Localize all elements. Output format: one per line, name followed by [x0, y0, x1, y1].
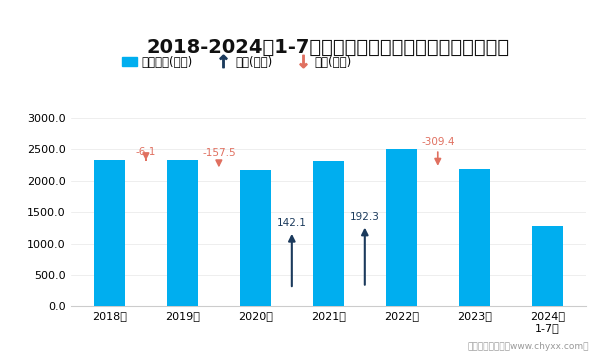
Text: -6.1: -6.1	[136, 147, 156, 158]
Bar	[459, 169, 490, 306]
Text: -309.4: -309.4	[421, 137, 454, 147]
Text: 142.1: 142.1	[277, 218, 307, 229]
Bar	[532, 226, 563, 306]
Bar	[167, 160, 198, 306]
Bar	[386, 149, 416, 306]
Text: 192.3: 192.3	[350, 212, 380, 222]
Title: 2018-2024年1-7月全国农副食品加工业出口货值统计图: 2018-2024年1-7月全国农副食品加工业出口货值统计图	[147, 38, 510, 56]
Legend: 出口货值(亿元), 增加(亿元), 减少(亿元): 出口货值(亿元), 增加(亿元), 减少(亿元)	[118, 51, 357, 73]
Text: -157.5: -157.5	[202, 148, 236, 158]
Bar	[94, 160, 125, 306]
Text: 制图：智研咨询（www.chyxx.com）: 制图：智研咨询（www.chyxx.com）	[468, 343, 589, 351]
Bar	[313, 161, 344, 306]
Bar	[240, 170, 270, 306]
